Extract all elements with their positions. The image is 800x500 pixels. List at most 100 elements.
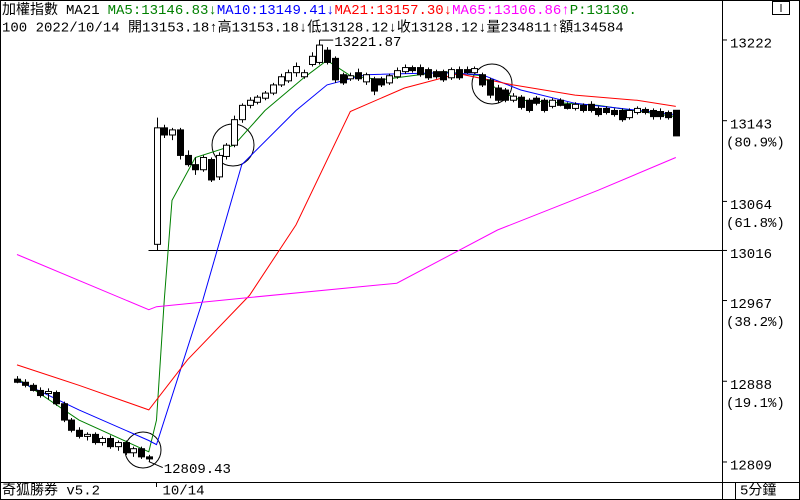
y-tick-label: 12967 — [730, 297, 772, 313]
candle-body — [471, 68, 478, 74]
candle-body — [200, 156, 207, 171]
candle-body — [61, 403, 68, 421]
candle-body — [161, 127, 168, 136]
candle-body — [673, 109, 680, 137]
candle-body — [347, 75, 354, 80]
candle-body — [355, 72, 362, 80]
y-tick-label: 13143 — [730, 117, 772, 133]
candle-body — [146, 456, 153, 460]
candle-body — [603, 107, 610, 114]
candle-body — [316, 44, 323, 63]
candle-body — [192, 164, 199, 171]
y-tick-label: 12888 — [730, 378, 772, 394]
chart-title: 加權指數 — [2, 2, 58, 19]
candle-body — [533, 97, 540, 104]
y-tick-label: 13064 — [730, 198, 772, 214]
candle-body — [45, 390, 52, 395]
fib-label: (80.9%) — [726, 135, 785, 151]
candle-body — [409, 67, 416, 72]
candle-body — [115, 442, 122, 448]
candle-body — [657, 110, 664, 118]
candle-body — [14, 378, 21, 383]
high-label: 13221.87 — [334, 35, 401, 51]
candle-body — [549, 99, 556, 107]
candle-body — [440, 71, 447, 81]
legend-entry: MA10:13149.41↓ — [217, 3, 335, 19]
candle-body — [169, 129, 176, 136]
candle-body — [611, 109, 618, 116]
fib-label: (19.1%) — [726, 396, 785, 412]
candle-body — [53, 391, 60, 405]
candle-body — [650, 109, 657, 118]
software-label: 奇狐勝券 v5.2 — [2, 482, 100, 500]
candle-body — [402, 67, 409, 73]
candle-body — [154, 127, 161, 245]
candle-body — [177, 129, 184, 156]
x-tick-label: 10/14 — [163, 484, 205, 500]
candle-body — [487, 79, 494, 96]
candle-body — [518, 96, 525, 108]
candle-body — [138, 448, 145, 458]
candle-body — [37, 389, 44, 397]
candle-body — [433, 71, 440, 78]
ma-line — [16, 157, 676, 311]
candle-body — [371, 78, 378, 92]
candle-body — [557, 99, 564, 106]
candle-body — [309, 55, 316, 65]
candle-body — [572, 103, 579, 109]
candle-body — [448, 69, 455, 79]
candle-body — [285, 72, 292, 82]
candle-body — [464, 69, 471, 74]
candle-body — [22, 381, 29, 386]
candle-body — [665, 112, 672, 119]
candle-body — [231, 119, 238, 146]
candle-body — [254, 96, 261, 103]
candle-body — [495, 87, 502, 101]
candle-body — [332, 57, 339, 81]
candle-body — [76, 429, 83, 437]
candle-body — [564, 103, 571, 109]
candle-body — [541, 99, 548, 111]
candle-body — [626, 109, 633, 119]
candle-body — [642, 108, 649, 114]
candle-body — [479, 74, 486, 86]
price-label: P:13130. — [570, 3, 637, 19]
candle-body — [580, 104, 587, 111]
candle-body — [208, 159, 215, 181]
candle-body — [363, 74, 370, 83]
info-line: 100 2022/10/14 開13153.18↑高13153.18↓低1312… — [2, 19, 624, 37]
candle-body — [510, 95, 517, 101]
candle-body — [99, 437, 106, 444]
candle-body — [262, 92, 269, 99]
low-label: 12809.43 — [164, 462, 231, 478]
candle-body — [107, 437, 114, 448]
y-tick-label: 13016 — [730, 247, 772, 263]
legend-entry: MA5:13146.83↓ — [108, 3, 217, 19]
candle-body — [293, 66, 300, 74]
candle-body — [30, 384, 37, 391]
candle-body — [130, 448, 137, 454]
period-label: 5分鐘 — [740, 482, 776, 500]
candle-body — [634, 107, 641, 114]
indicator-label: MA21 — [66, 3, 100, 19]
candle-body — [123, 442, 130, 454]
candle-body — [84, 433, 91, 437]
candle-body — [239, 104, 246, 121]
header: 加權指數 MA21 MA5:13146.83↓MA10:13149.41↓MA21:… — [2, 2, 637, 19]
candle-body — [68, 419, 75, 431]
ma-line — [16, 73, 676, 411]
low-leader — [148, 461, 163, 468]
ma-line — [16, 72, 676, 446]
candle-body — [425, 69, 432, 79]
candle-body — [324, 49, 331, 63]
candle-body — [185, 154, 192, 166]
candle-body — [386, 75, 393, 84]
candle-body — [270, 84, 277, 94]
candle-body — [417, 67, 424, 76]
candle-body — [340, 74, 347, 84]
candle-body — [526, 99, 533, 111]
y-tick-label: 12809 — [730, 459, 772, 475]
fib-label: (38.2%) — [726, 315, 785, 331]
candle-body — [595, 107, 602, 116]
